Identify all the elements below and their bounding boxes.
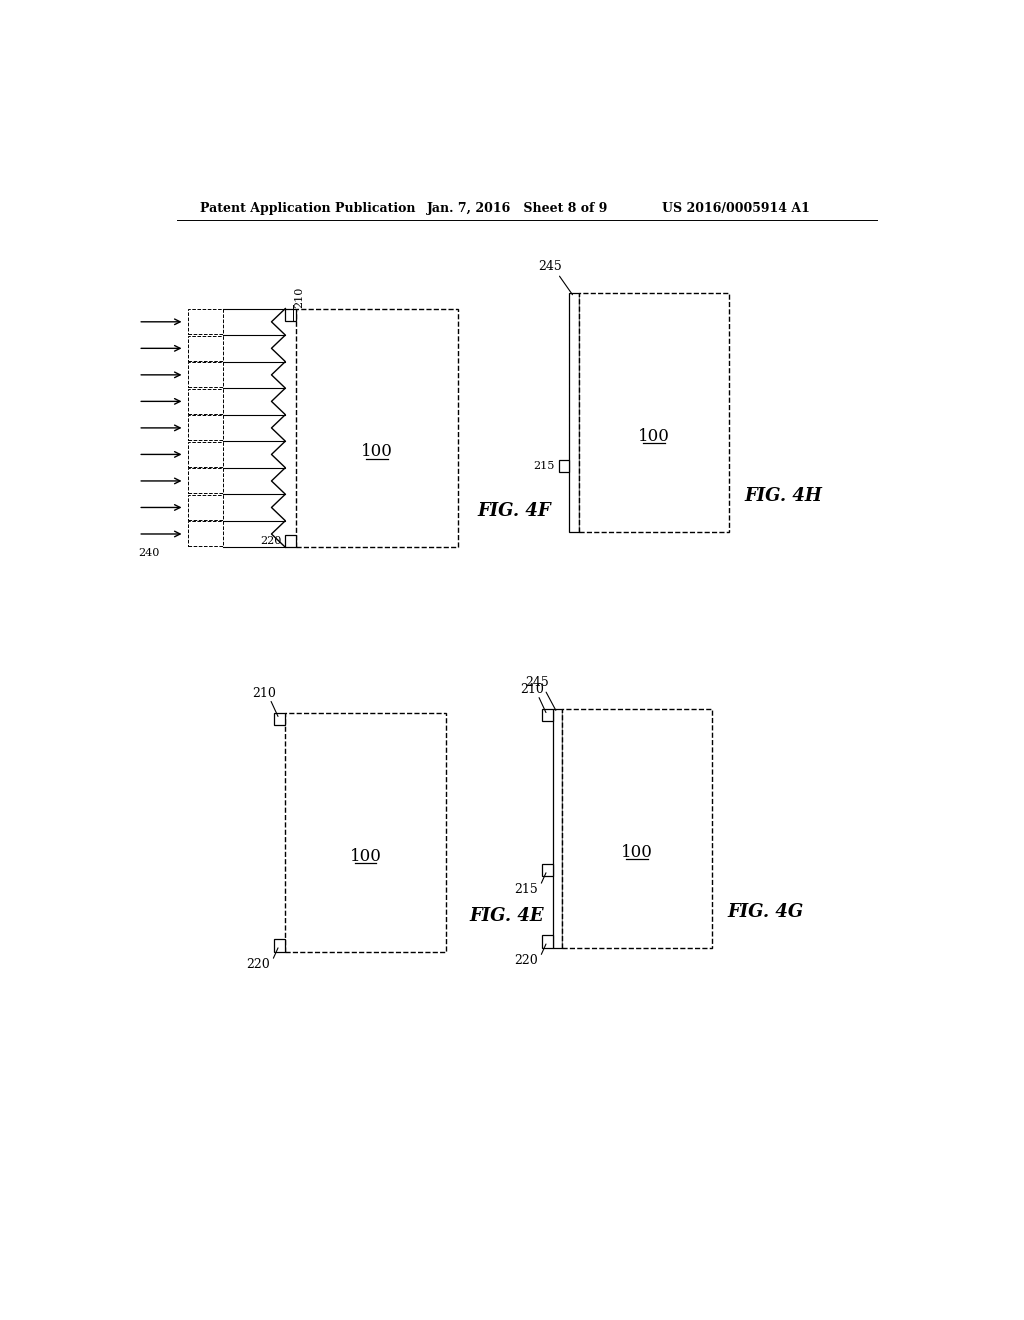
Text: 210: 210 (520, 684, 545, 696)
Text: 215: 215 (514, 883, 538, 896)
Bar (553, 709, 562, 948)
Text: 210: 210 (253, 686, 276, 700)
Text: 215: 215 (534, 461, 555, 471)
Text: FIG. 4F: FIG. 4F (477, 503, 551, 520)
Bar (296, 309, 458, 548)
Text: 245: 245 (525, 676, 549, 689)
Bar (286, 535, 296, 548)
Text: 100: 100 (621, 843, 652, 861)
Text: FIG. 4H: FIG. 4H (744, 487, 822, 506)
Text: 210: 210 (294, 286, 304, 309)
Bar (285, 713, 446, 952)
Bar (273, 940, 285, 952)
Text: FIG. 4E: FIG. 4E (469, 907, 544, 925)
Bar (559, 459, 569, 473)
Bar (188, 495, 223, 520)
Text: 100: 100 (361, 444, 393, 461)
Text: 220: 220 (246, 958, 270, 972)
Bar (188, 521, 223, 546)
Bar (286, 309, 296, 321)
Bar (542, 865, 553, 876)
Bar (188, 309, 223, 334)
Text: 100: 100 (638, 428, 670, 445)
Text: FIG. 4G: FIG. 4G (727, 903, 804, 921)
Text: 220: 220 (260, 536, 282, 546)
Bar (188, 442, 223, 467)
Bar (542, 709, 553, 721)
Text: 245: 245 (539, 260, 562, 273)
Bar (562, 709, 712, 948)
Bar (188, 469, 223, 494)
Text: Jan. 7, 2016   Sheet 8 of 9: Jan. 7, 2016 Sheet 8 of 9 (427, 202, 608, 215)
Bar (273, 713, 285, 725)
Bar (569, 293, 579, 532)
Text: 240: 240 (138, 548, 160, 558)
Bar (188, 363, 223, 387)
Bar (188, 416, 223, 441)
Text: 220: 220 (514, 954, 538, 968)
Bar (188, 335, 223, 360)
Bar (542, 936, 553, 948)
Text: US 2016/0005914 A1: US 2016/0005914 A1 (662, 202, 810, 215)
Text: Patent Application Publication: Patent Application Publication (200, 202, 416, 215)
Bar (579, 293, 729, 532)
Text: 100: 100 (349, 847, 381, 865)
Bar (188, 389, 223, 414)
